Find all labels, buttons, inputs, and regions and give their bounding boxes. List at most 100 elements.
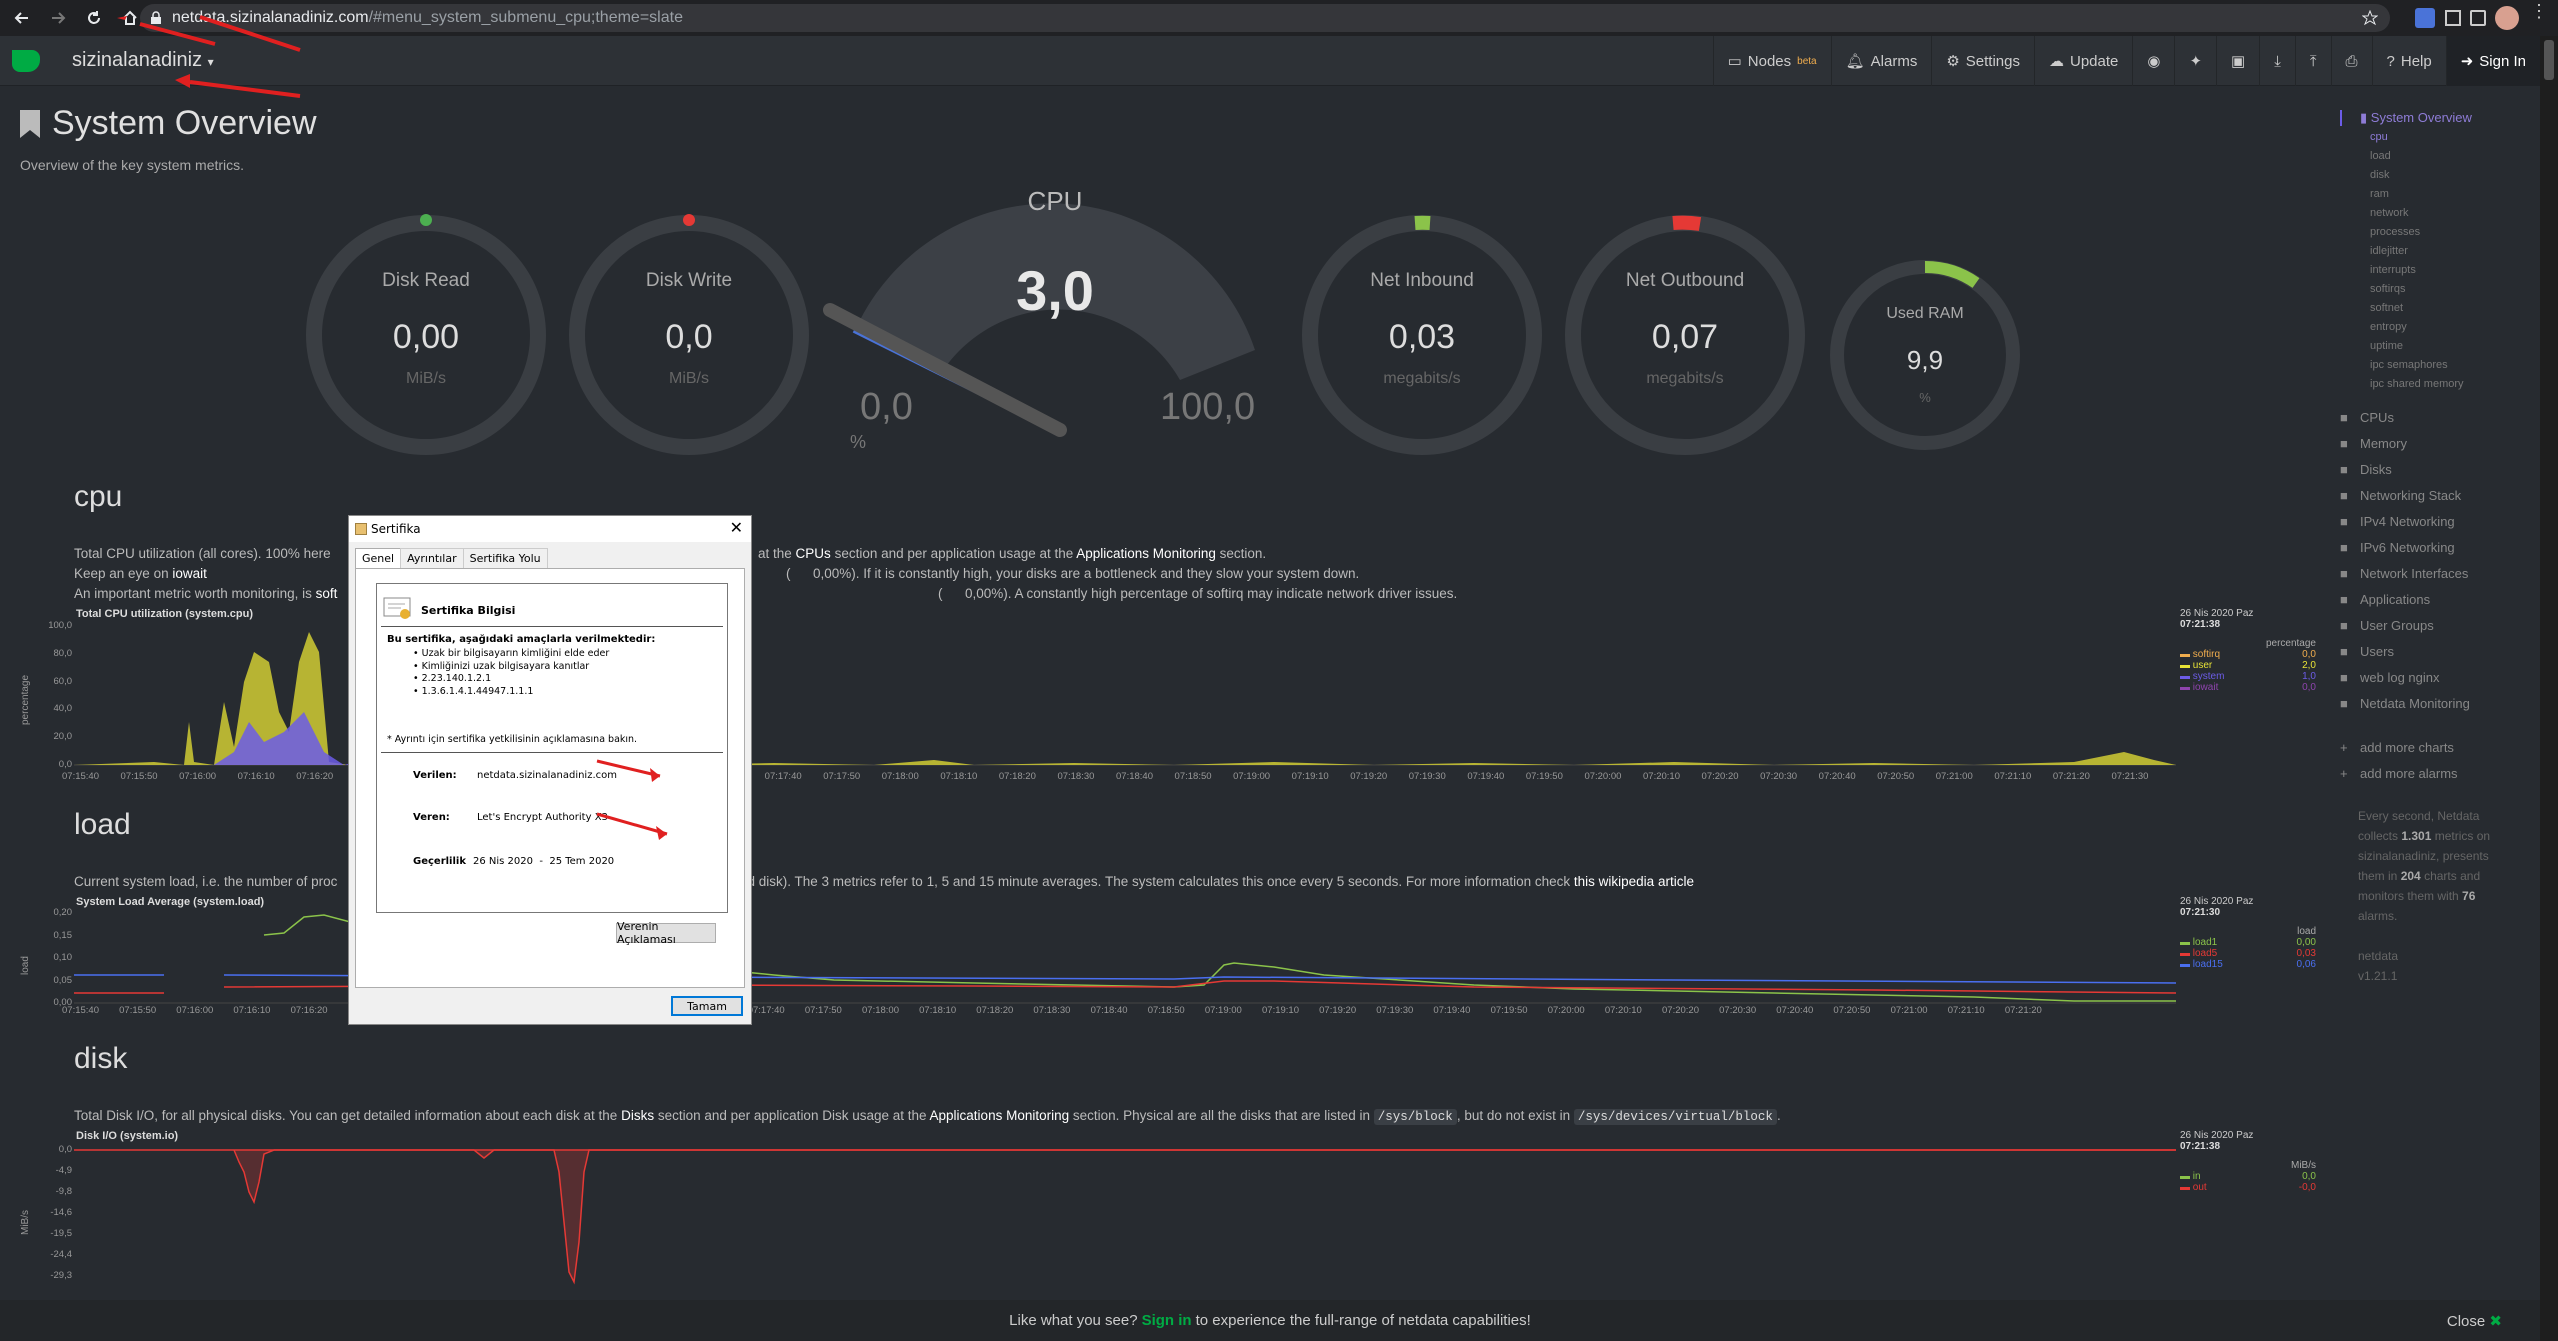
disk-write-gauge[interactable]: [569, 214, 809, 455]
disk-legend-rows: ▬ in 0,0 ▬ out -0,0: [2180, 1171, 2316, 1193]
sidebar-item-cpus[interactable]: ■ CPUs: [2340, 409, 2540, 426]
legend-row: ▬ load1 0,00: [2180, 937, 2316, 948]
update-button[interactable]: ☁ Update: [2033, 36, 2132, 86]
sidebar-subitem-softirqs[interactable]: softirqs: [2370, 283, 2406, 295]
facebook-button[interactable]: ▣: [2216, 36, 2259, 86]
sidebar-item-system-overview[interactable]: ▮ System Overview: [2340, 110, 2540, 126]
cpu-gauge[interactable]: [823, 203, 1255, 437]
star-icon[interactable]: [2362, 10, 2378, 26]
sidebar-item-label: User Groups: [2360, 618, 2434, 633]
twitter-button[interactable]: ✦: [2174, 36, 2216, 86]
tab-sertifika-yolu[interactable]: Sertifika Yolu: [462, 548, 548, 568]
sidebar-subitem-ipc-semaphores[interactable]: ipc semaphores: [2370, 359, 2448, 371]
sidebar-item-netdata-monitoring[interactable]: ■ Netdata Monitoring: [2340, 695, 2540, 712]
back-icon[interactable]: [8, 4, 36, 32]
sidebar-subitem-interrupts[interactable]: interrupts: [2370, 264, 2416, 276]
home-icon[interactable]: [116, 4, 144, 32]
ok-button[interactable]: Tamam: [671, 996, 743, 1016]
print-button[interactable]: ⎙: [2330, 36, 2372, 86]
sidebar-subitem-load[interactable]: load: [2370, 150, 2391, 162]
net-outbound-gauge[interactable]: [1565, 215, 1805, 455]
bolt-icon: ■: [2340, 410, 2348, 425]
sidebar-item-web-log-nginx[interactable]: ■ web log nginx: [2340, 669, 2540, 686]
x-tick: 07:17:40: [747, 1005, 785, 1016]
sidebar-item-users[interactable]: ■ Users: [2340, 643, 2540, 660]
x-tick: 07:15:50: [119, 1005, 157, 1016]
media-icon[interactable]: [2445, 10, 2461, 26]
sidebar-subitem-processes[interactable]: processes: [2370, 226, 2421, 238]
net-inbound-gauge[interactable]: [1302, 215, 1542, 455]
banner-signin-link[interactable]: Sign in: [1141, 1312, 1192, 1329]
issuer-statement-button[interactable]: Verenin Açıklaması: [616, 920, 716, 946]
alarms-label: Alarms: [1870, 52, 1918, 70]
sidebar-subitem-idlejitter[interactable]: idlejitter: [2370, 245, 2408, 257]
sidebar-subitem-ram[interactable]: ram: [2370, 188, 2389, 200]
cpu-section-title: cpu: [74, 480, 123, 513]
help-button[interactable]: ? Help: [2371, 36, 2446, 86]
menu-icon[interactable]: ⋮: [2530, 1, 2548, 21]
note-line-2c: metrics on: [2434, 829, 2491, 843]
signin-banner: Like what you see? Sign in to experience…: [0, 1300, 2540, 1341]
download-button[interactable]: ⤓: [2259, 36, 2295, 86]
banner-close-button[interactable]: Close ✖: [2447, 1312, 2502, 1330]
sidebar-subitem-entropy[interactable]: entropy: [2370, 321, 2407, 333]
add-more-alarms-link[interactable]: + add more alarms: [2340, 765, 2540, 782]
add-more-charts-link[interactable]: + add more charts: [2340, 739, 2540, 756]
github-button[interactable]: ◉: [2132, 36, 2174, 86]
hostname-dropdown[interactable]: sizinalanadiniz ▾: [72, 49, 214, 72]
used-ram-gauge[interactable]: [1830, 260, 2020, 450]
sign-in-button[interactable]: ➜ Sign In: [2445, 36, 2540, 86]
disk-chart-plot[interactable]: [74, 1142, 2176, 1292]
sidebar-item-ipv6-networking[interactable]: ■ IPv6 Networking: [2340, 539, 2540, 556]
y-tick: -4,9: [55, 1165, 72, 1176]
legend-row: ▬ out -0,0: [2180, 1182, 2316, 1193]
sidebar-subitem-disk[interactable]: disk: [2370, 169, 2390, 181]
print-icon: ⎙: [2345, 52, 2358, 70]
sidebar-item-networking-stack[interactable]: ■ Networking Stack: [2340, 487, 2540, 504]
sidebar-item-label: Netdata Monitoring: [2360, 696, 2470, 711]
page-header: System Overview: [18, 104, 317, 143]
used-ram-value: 9,9: [1906, 345, 1944, 375]
sidebar-subitem-ipc-shared-memory[interactable]: ipc shared memory: [2370, 378, 2464, 390]
tab-genel[interactable]: Genel: [355, 548, 402, 568]
disk-apps-link[interactable]: Applications Monitoring: [929, 1108, 1070, 1123]
scrollbar[interactable]: [2540, 36, 2558, 1341]
alarms-button[interactable]: 🔔︎ Alarms: [1830, 36, 1932, 86]
tab-ayrintilar[interactable]: Ayrıntılar: [400, 548, 464, 568]
sidebar-item-memory[interactable]: ■ Memory: [2340, 435, 2540, 452]
netdata-logo-icon[interactable]: [10, 48, 42, 76]
avatar[interactable]: [2495, 6, 2519, 30]
top-links: ▭ Nodes beta 🔔︎ Alarms ⚙ Settings ☁ Update ◉ …: [1712, 36, 2540, 86]
sidebar-item-applications[interactable]: ■ Applications: [2340, 591, 2540, 608]
translate-extension-icon[interactable]: [2415, 8, 2435, 28]
sidebar-subitem-cpu[interactable]: cpu: [2370, 131, 2388, 143]
sidebar-item-ipv4-networking[interactable]: ■ IPv4 Networking: [2340, 513, 2540, 530]
x-tick: 07:16:20: [296, 771, 334, 782]
load-section-title: load: [74, 808, 131, 841]
cpu-desc-2c: 0,00%). If it is constantly high, your d…: [813, 566, 1360, 581]
disk-read-value: 0,00: [392, 318, 460, 356]
sidebar-subitem-uptime[interactable]: uptime: [2370, 340, 2404, 352]
forward-icon[interactable]: [44, 4, 72, 32]
x-tick: 07:21:10: [1947, 1005, 1985, 1016]
cpu-link-cpus[interactable]: CPUs: [795, 546, 831, 561]
sidebar-subitem-network[interactable]: network: [2370, 207, 2409, 219]
reload-icon[interactable]: [80, 4, 108, 32]
settings-button[interactable]: ⚙ Settings: [1931, 36, 2034, 86]
disks-link[interactable]: Disks: [621, 1108, 655, 1123]
sidebar-item-network-interfaces[interactable]: ■ Network Interfaces: [2340, 565, 2540, 582]
upload-button[interactable]: ⤒: [2294, 36, 2331, 86]
disk-desc-1i: .: [1776, 1108, 1781, 1123]
close-icon[interactable]: ✕: [729, 518, 743, 537]
cpu-link-apps[interactable]: Applications Monitoring: [1076, 546, 1216, 561]
wikipedia-link[interactable]: this wikipedia article: [1573, 874, 1694, 889]
address-bar[interactable]: netdata.sizinalanadiniz.com/#menu_system…: [140, 4, 2390, 32]
sidebar-item-disks[interactable]: ■ Disks: [2340, 461, 2540, 478]
disk-read-gauge[interactable]: [306, 214, 546, 455]
sidebar-subitem-softnet[interactable]: softnet: [2370, 302, 2404, 314]
extensions-icon[interactable]: [2470, 10, 2486, 26]
nodes-button[interactable]: ▭ Nodes beta: [1712, 36, 1831, 86]
scrollbar-thumb[interactable]: [2544, 40, 2554, 80]
sidebar-item-user-groups[interactable]: ■ User Groups: [2340, 617, 2540, 634]
x-tick: 07:21:00: [1890, 1005, 1928, 1016]
